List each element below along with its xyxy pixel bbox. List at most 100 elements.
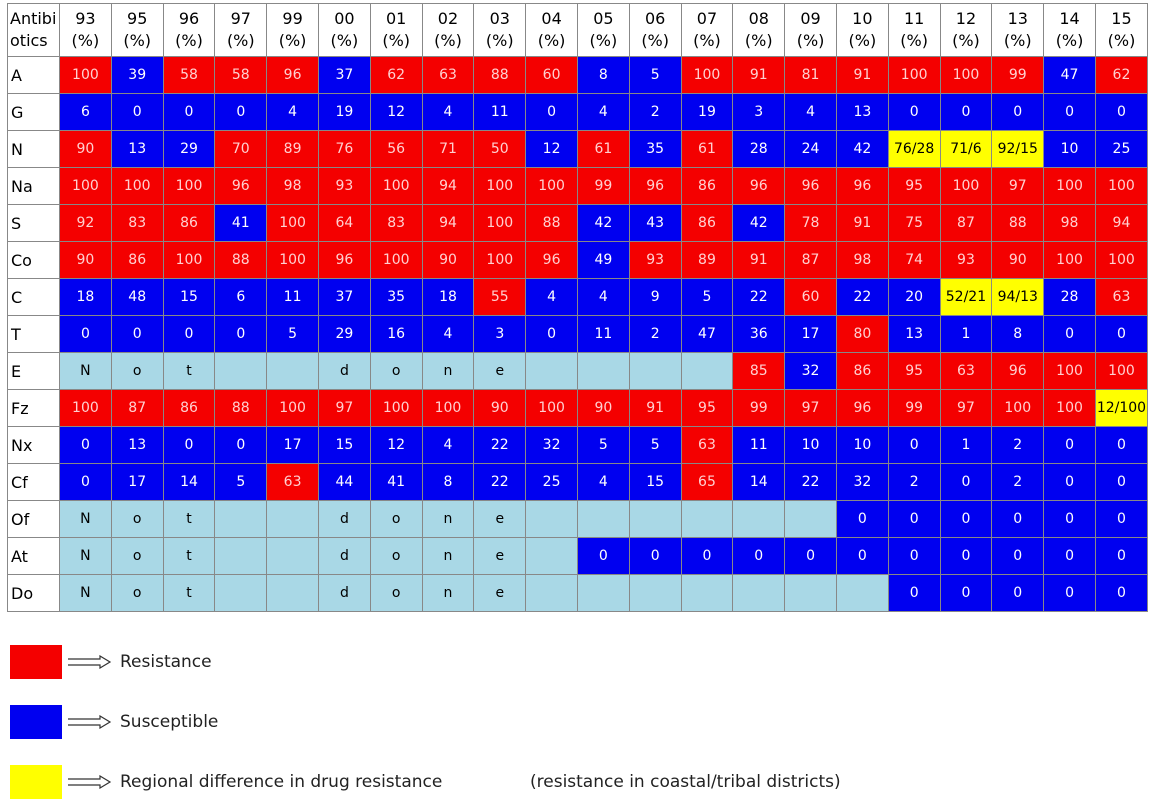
cell: 86	[162, 389, 216, 427]
cell: 96	[835, 167, 889, 205]
cell: 5	[628, 426, 682, 464]
cell: 83	[369, 204, 423, 242]
year-header: 00 (%)	[317, 3, 371, 57]
cell: 61	[680, 130, 734, 168]
cell: 61	[576, 130, 630, 168]
year-header: 07 (%)	[680, 3, 734, 57]
cell: 0	[576, 537, 630, 575]
cell: 93	[939, 241, 993, 279]
cell: 0	[162, 315, 216, 353]
arrow	[68, 715, 112, 729]
cell: 100	[369, 389, 423, 427]
cell: 25	[1094, 130, 1149, 168]
cell: 98	[266, 167, 319, 205]
unit: (%)	[434, 31, 462, 50]
cell: d	[317, 352, 371, 390]
data-row: Fz 100 87 86 88 100 97 100 100 90 100 90 91 95 99 97 96 9…	[7, 389, 1149, 427]
cell: 0	[835, 500, 889, 538]
cell: 87	[784, 241, 837, 279]
year: 12	[955, 9, 977, 28]
cell: 2	[628, 93, 682, 131]
cell: d	[317, 574, 371, 612]
legend-label: Susceptible	[120, 712, 219, 732]
cell: 0	[1094, 315, 1149, 353]
cell: e	[473, 537, 527, 575]
cell: 0	[939, 537, 993, 575]
cell: 0	[1043, 537, 1096, 575]
cell: 4	[266, 93, 319, 131]
row-label: T	[7, 315, 60, 353]
cell: 0	[110, 93, 164, 131]
cell: 1	[939, 315, 993, 353]
corner-cell: Antibi otics	[7, 3, 60, 57]
year-header: 99 (%)	[266, 3, 319, 57]
cell: 100	[473, 204, 527, 242]
cell: 88	[214, 241, 268, 279]
cell: 16	[369, 315, 423, 353]
cell: 100	[369, 167, 423, 205]
cell: 0	[1094, 426, 1149, 464]
cell: 60	[525, 56, 578, 94]
year-header: 97 (%)	[214, 3, 268, 57]
cell: 70	[214, 130, 268, 168]
cell: 63	[266, 463, 319, 501]
cell: 22	[835, 278, 889, 316]
year-header: 02 (%)	[421, 3, 475, 57]
cell: 86	[162, 204, 216, 242]
cell: 4	[784, 93, 837, 131]
cell: 88	[525, 204, 578, 242]
cell: 100	[991, 389, 1045, 427]
cell: 20	[887, 278, 941, 316]
cell: 87	[939, 204, 993, 242]
cell: 89	[266, 130, 319, 168]
cell	[628, 574, 682, 612]
cell: 37	[317, 278, 371, 316]
cell: 0	[991, 574, 1045, 612]
legend-item: Resistance	[10, 645, 212, 679]
cell: 0	[628, 537, 682, 575]
cell: 2	[991, 426, 1045, 464]
row-label: Cf	[7, 463, 60, 501]
header-row: Antibi otics 93 (%) 95 (%) 96 (%) 97 (%) 99 (%) 00 (%…	[7, 3, 1149, 57]
year: 13	[1007, 9, 1028, 28]
cell: 88	[473, 56, 527, 94]
cell: 29	[317, 315, 371, 353]
cell: 32	[784, 352, 837, 390]
cell: 76/28	[887, 130, 941, 168]
cell: 8	[576, 56, 630, 94]
cell: 11	[473, 93, 527, 131]
cell: 29	[162, 130, 216, 168]
year: 99	[282, 9, 303, 28]
cell: 0	[525, 93, 578, 131]
cell	[576, 574, 630, 612]
year-header: 10 (%)	[835, 3, 889, 57]
year: 09	[800, 9, 821, 28]
cell	[784, 500, 837, 538]
cell	[214, 352, 268, 390]
cell: 64	[317, 204, 371, 242]
cell: 1	[939, 426, 993, 464]
cell: 80	[835, 315, 889, 353]
cell: 0	[991, 500, 1045, 538]
cell: 100	[1094, 167, 1149, 205]
legend-swatch	[10, 705, 62, 739]
unit: (%)	[537, 31, 566, 50]
cell: 100	[421, 389, 475, 427]
cell: 5	[266, 315, 319, 353]
resistance-table: Antibi otics 93 (%) 95 (%) 96 (%) 97 (%) 99 (%) 00 (%…	[7, 3, 1149, 612]
cell: 28	[732, 130, 786, 168]
cell: 100	[939, 167, 993, 205]
unit: (%)	[848, 31, 877, 50]
cell: 0	[525, 315, 578, 353]
cell: 99	[991, 56, 1045, 94]
cell: 100	[162, 167, 216, 205]
cell: 41	[369, 463, 423, 501]
cell: 100	[525, 167, 578, 205]
cell: 4	[421, 315, 475, 353]
cell: 91	[835, 204, 889, 242]
cell: 0	[887, 426, 941, 464]
cell	[266, 574, 319, 612]
cell: 3	[473, 315, 527, 353]
cell: 95	[887, 167, 941, 205]
